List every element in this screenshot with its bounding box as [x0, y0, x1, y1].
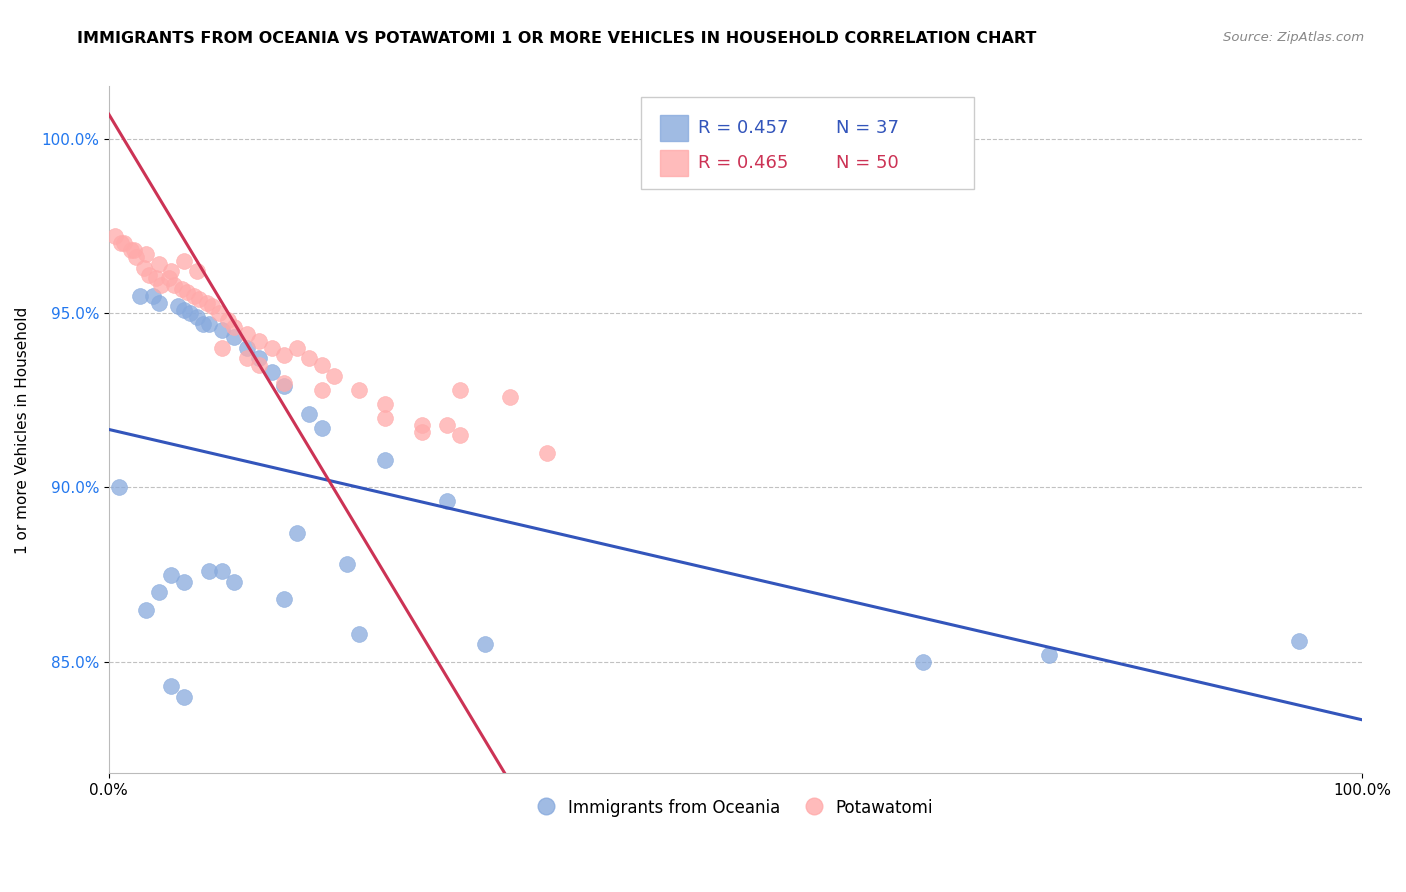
Bar	[661, 150, 688, 176]
Point	[163, 278, 186, 293]
Point	[247, 351, 270, 366]
Point	[173, 302, 195, 317]
Point	[129, 288, 152, 302]
Point	[173, 253, 195, 268]
Point	[198, 317, 221, 331]
Point	[148, 585, 170, 599]
Point	[273, 348, 295, 362]
Point	[449, 428, 471, 442]
Point	[120, 244, 142, 258]
Point	[176, 285, 198, 300]
Point	[160, 264, 183, 278]
Point	[200, 299, 222, 313]
Point	[132, 260, 155, 275]
Point	[135, 246, 157, 260]
Bar	[661, 115, 688, 141]
Point	[1288, 633, 1310, 648]
FancyBboxPatch shape	[641, 96, 973, 189]
Point	[411, 417, 433, 432]
Point	[195, 295, 218, 310]
Point	[273, 379, 295, 393]
Point	[211, 564, 233, 578]
Legend: Immigrants from Oceania, Potawatomi: Immigrants from Oceania, Potawatomi	[531, 792, 939, 823]
Point	[373, 452, 395, 467]
Point	[323, 368, 346, 383]
Point	[108, 480, 131, 494]
Point	[150, 278, 173, 293]
Point	[188, 292, 211, 306]
Point	[198, 564, 221, 578]
Point	[373, 397, 395, 411]
Point	[273, 376, 295, 390]
Point	[179, 306, 201, 320]
Point	[148, 295, 170, 310]
Point	[235, 351, 257, 366]
Point	[160, 567, 183, 582]
Point	[436, 417, 458, 432]
Point	[1038, 648, 1060, 662]
Point	[298, 407, 321, 421]
Text: Source: ZipAtlas.com: Source: ZipAtlas.com	[1223, 31, 1364, 45]
Point	[148, 257, 170, 271]
Point	[186, 264, 208, 278]
Point	[311, 421, 333, 435]
Point	[449, 383, 471, 397]
Point	[160, 679, 183, 693]
Point	[125, 250, 148, 264]
Point	[110, 236, 132, 251]
Point	[235, 326, 257, 341]
Point	[536, 445, 558, 459]
Point	[260, 365, 283, 379]
Point	[912, 655, 935, 669]
Point	[191, 317, 214, 331]
Point	[104, 229, 127, 244]
Point	[166, 299, 188, 313]
Point	[112, 236, 135, 251]
Point	[173, 574, 195, 589]
Text: N = 37: N = 37	[835, 120, 898, 137]
Point	[211, 341, 233, 355]
Point	[474, 637, 496, 651]
Point	[145, 271, 167, 285]
Point	[273, 592, 295, 607]
Text: N = 50: N = 50	[835, 153, 898, 171]
Point	[224, 330, 246, 344]
Point	[285, 525, 308, 540]
Point	[349, 627, 371, 641]
Point	[138, 268, 160, 282]
Y-axis label: 1 or more Vehicles in Household: 1 or more Vehicles in Household	[15, 306, 30, 554]
Point	[336, 557, 359, 571]
Point	[211, 324, 233, 338]
Point	[349, 383, 371, 397]
Point	[224, 574, 246, 589]
Point	[311, 359, 333, 373]
Point	[260, 341, 283, 355]
Point	[157, 271, 180, 285]
Point	[311, 383, 333, 397]
Text: R = 0.465: R = 0.465	[697, 153, 789, 171]
Point	[235, 341, 257, 355]
Point	[142, 288, 165, 302]
Point	[247, 334, 270, 348]
Point	[411, 425, 433, 439]
Point	[122, 244, 145, 258]
Point	[285, 341, 308, 355]
Point	[135, 602, 157, 616]
Point	[208, 306, 231, 320]
Point	[499, 390, 522, 404]
Point	[183, 288, 205, 302]
Point	[436, 494, 458, 508]
Text: IMMIGRANTS FROM OCEANIA VS POTAWATOMI 1 OR MORE VEHICLES IN HOUSEHOLD CORRELATIO: IMMIGRANTS FROM OCEANIA VS POTAWATOMI 1 …	[77, 31, 1036, 46]
Point	[224, 320, 246, 334]
Point	[173, 690, 195, 704]
Point	[373, 410, 395, 425]
Point	[186, 310, 208, 324]
Point	[247, 359, 270, 373]
Text: R = 0.457: R = 0.457	[697, 120, 789, 137]
Point	[298, 351, 321, 366]
Point	[217, 313, 239, 327]
Point	[170, 282, 193, 296]
